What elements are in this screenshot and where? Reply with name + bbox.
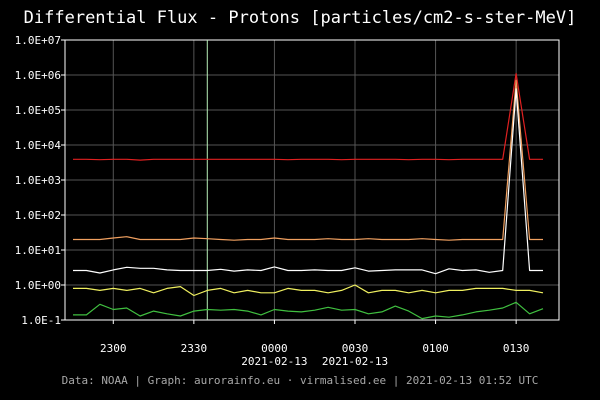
series-line-3 xyxy=(73,88,543,275)
y-tick-label: 1.0E+04 xyxy=(15,139,62,152)
series-line-1 xyxy=(73,72,543,161)
x-tick-label: 0000 xyxy=(261,342,288,355)
x-tick-label: 0030 xyxy=(342,342,369,355)
y-tick-label: 1.0E+05 xyxy=(15,104,61,117)
x-tick-date-label: 2021-02-13 xyxy=(241,355,307,368)
x-axis-ticks: 2300 2330 00002021-02-1300302021-02-130100… xyxy=(100,320,529,368)
x-tick-label: 2330 xyxy=(181,342,208,355)
y-tick-label: 1.0E+06 xyxy=(15,69,61,82)
y-tick-label: 1.0E+01 xyxy=(15,244,61,257)
y-tick-label: 1.0E+00 xyxy=(15,279,61,292)
y-tick-label: 1.0E+03 xyxy=(15,174,61,187)
y-tick-label: 1.0E-1 xyxy=(21,314,61,327)
series-line-4 xyxy=(73,284,544,297)
chart-title: Differential Flux - Protons [particles/c… xyxy=(23,8,577,28)
y-tick-label: 1.0E+02 xyxy=(15,209,61,222)
x-tick-date-label: 2021-02-13 xyxy=(322,355,388,368)
series-line-5 xyxy=(73,301,544,320)
grid-lines xyxy=(65,40,559,320)
x-tick-label: 0100 xyxy=(422,342,449,355)
x-tick-label: 0130 xyxy=(503,342,530,355)
data-series xyxy=(73,72,544,320)
x-tick-label: 2300 xyxy=(100,342,127,355)
series-line-2 xyxy=(73,79,543,241)
credit-footer: Data: NOAA | Graph: aurorainfo.eu · virm… xyxy=(61,374,539,387)
y-tick-label: 1.0E+07 xyxy=(15,34,61,47)
y-axis-ticks: 1.0E-1 1.0E+00 1.0E+01 1.0E+02 1.0E+03 1.0E+0… xyxy=(15,34,65,327)
